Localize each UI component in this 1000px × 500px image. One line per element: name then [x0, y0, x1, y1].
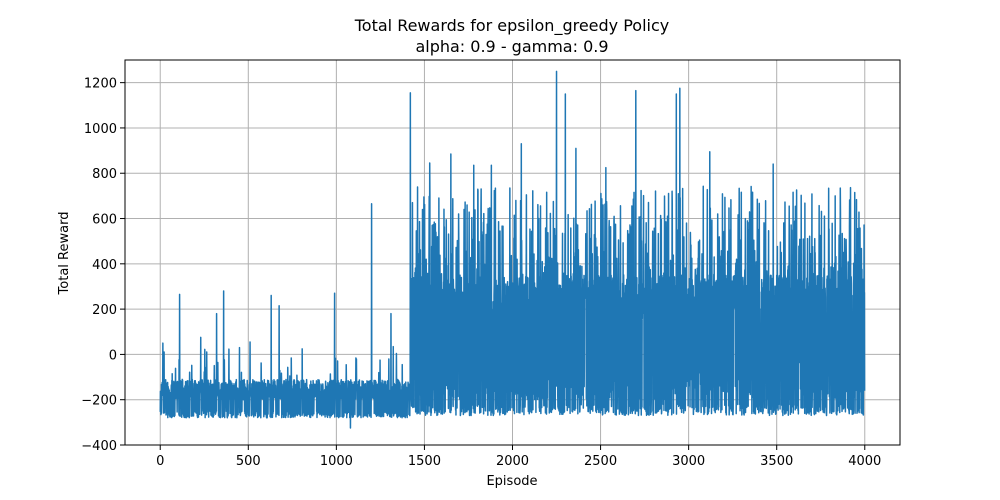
- y-tick-label: 200: [92, 303, 117, 318]
- y-tick-label: 1000: [84, 122, 117, 137]
- y-axis-ticks: −400 −200 0 200 400 600 800 1000 1200: [81, 77, 125, 454]
- x-tick-label: 500: [236, 454, 261, 469]
- y-tick-label: 600: [92, 213, 117, 228]
- y-tick-label: 0: [109, 348, 117, 363]
- x-tick-label: 1000: [320, 454, 353, 469]
- y-tick-label: 800: [92, 167, 117, 182]
- y-tick-label: 1200: [84, 77, 117, 92]
- y-tick-label: −200: [81, 394, 117, 409]
- y-tick-label: −400: [81, 439, 117, 454]
- reward-line: [159, 70, 866, 429]
- x-axis-label: Episode: [486, 474, 537, 489]
- series-total-reward: [159, 70, 866, 429]
- chart-subtitle: alpha: 0.9 - gamma: 0.9: [415, 37, 608, 56]
- y-axis-label: Total Reward: [57, 212, 72, 296]
- x-tick-label: 0: [156, 454, 164, 469]
- x-axis-ticks: 0 500 1000 1500 2000 2500 3000 3500 4000: [156, 445, 881, 469]
- x-tick-label: 2000: [496, 454, 529, 469]
- x-tick-label: 2500: [584, 454, 617, 469]
- x-tick-label: 1500: [408, 454, 441, 469]
- x-tick-label: 3000: [672, 454, 705, 469]
- y-tick-label: 400: [92, 258, 117, 273]
- x-tick-label: 3500: [760, 454, 793, 469]
- x-tick-label: 4000: [848, 454, 881, 469]
- chart-title: Total Rewards for epsilon_greedy Policy: [354, 16, 670, 36]
